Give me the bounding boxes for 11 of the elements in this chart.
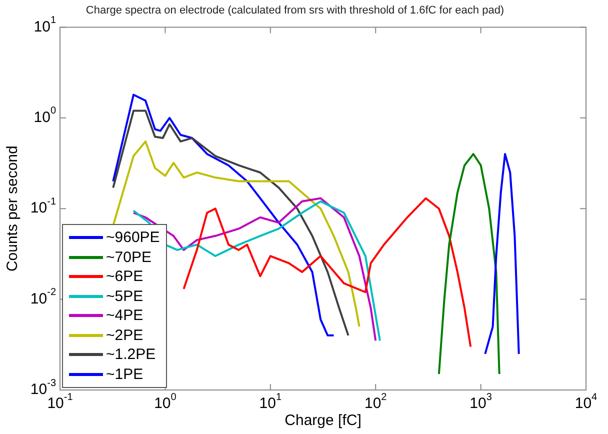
legend-label: ~6PE	[106, 267, 144, 286]
legend-label: ~960PE	[106, 228, 160, 248]
legend-label: ~1PE	[106, 364, 144, 384]
legend-label: ~70PE	[106, 248, 152, 267]
legend-label: ~1.2PE	[106, 345, 156, 364]
chart-title: Charge spectra on electrode (calculated from srs with threshold of 1.6fC for each pad)	[86, 4, 504, 17]
legend-label: ~2PE	[106, 326, 144, 345]
legend-label: ~4PE	[106, 306, 144, 326]
x-axis-title: Charge [fC]	[284, 412, 362, 430]
y-axis-title: Counts per second	[4, 146, 22, 272]
legend-label: ~5PE	[106, 286, 144, 306]
